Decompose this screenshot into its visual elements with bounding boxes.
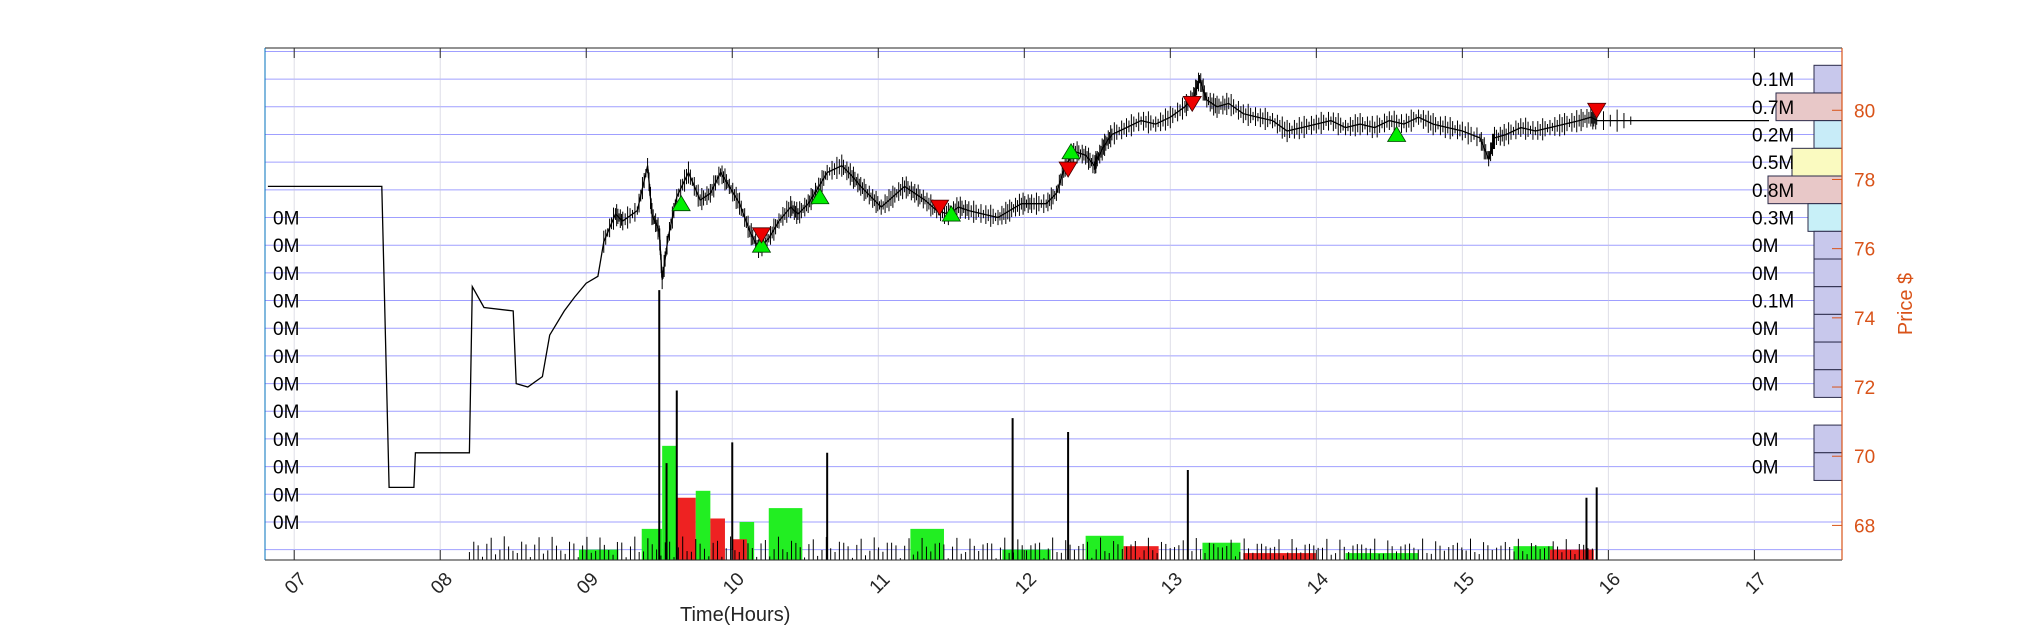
volume-profile-label: 0.5M [1752, 153, 1794, 174]
x-tick-label: 14 [1303, 569, 1333, 599]
volume-profile-label: 0.8M [1752, 181, 1794, 202]
x-tick-label: 10 [719, 569, 749, 599]
buy-marker [751, 236, 772, 253]
volume-block [1123, 546, 1159, 560]
volume-profile-label-left: 0M [273, 430, 299, 451]
volume-profile-label: 0M [1752, 236, 1778, 257]
volume-profile-bar [1767, 175, 1843, 205]
x-tick-label: 11 [866, 569, 895, 598]
volume-profile-bar [1807, 203, 1843, 232]
volume-profile-bar [1813, 120, 1843, 149]
volume-profile-label-left: 0M [273, 347, 299, 368]
y-tick-label: 70 [1854, 447, 1875, 468]
x-axis-title: Time(Hours) [680, 604, 790, 625]
volume-profile: 0.1M 0.7M 0.2M 0.5M 0.8M 0.3M 0M 0M 0.1M 0M 0M 0M 0M… [273, 64, 1843, 534]
x-tick-label: 08 [427, 569, 457, 599]
price-series [267, 72, 1769, 489]
volume-profile-label: 0M [1752, 264, 1778, 285]
volume-profile-label-left: 0M [273, 319, 299, 340]
volume-profile-label-left: 0M [273, 458, 299, 479]
x-tick-label: 15 [1449, 569, 1479, 599]
volume-profile-label: 0M [1752, 430, 1778, 451]
x-tick-label: 12 [1011, 569, 1041, 599]
volume-profile-bar [1775, 92, 1843, 122]
sell-marker [1058, 161, 1078, 178]
buy-marker [671, 194, 691, 212]
volume-block [1243, 553, 1317, 560]
volume-profile-label-left: 0M [273, 236, 299, 257]
volume-profile-label: 0.7M [1752, 98, 1794, 119]
y-tick-label: 72 [1854, 378, 1875, 399]
y-tick-label: 80 [1854, 101, 1875, 122]
volume-profile-label: 0.3M [1752, 209, 1794, 230]
volume-profile-bar [1813, 64, 1843, 94]
volume-block [676, 497, 696, 560]
volume-profile-label-left: 0M [273, 402, 299, 423]
volume-block [1513, 546, 1553, 560]
volume-profile-bar [1813, 369, 1843, 398]
x-tick-label: 17 [1741, 569, 1771, 599]
volume-profile-bar [1813, 424, 1843, 454]
x-tick-label: 07 [281, 569, 311, 599]
y-tick-label: 68 [1854, 516, 1875, 537]
volume-profile-bar [1813, 230, 1843, 260]
buy-marker [1386, 125, 1407, 142]
plot-area [265, 48, 1842, 560]
x-tick-label: 09 [573, 569, 603, 599]
volume-profile-label: 0.1M [1752, 70, 1794, 91]
y-tick-label: 78 [1854, 170, 1875, 191]
sell-marker [929, 199, 950, 216]
sell-marker [751, 227, 772, 244]
buy-marker [810, 187, 830, 205]
volume-profile-label-left: 0M [273, 485, 299, 506]
volume-profile-label-left: 0M [273, 292, 299, 313]
volume-profile-bar [1813, 452, 1843, 481]
volume-block [910, 528, 944, 560]
sell-marker [1586, 102, 1607, 120]
volume-profile-label-left: 0M [273, 513, 299, 534]
volume-profile-bar [1813, 286, 1843, 315]
volume-profile-bar [1791, 147, 1843, 177]
volume-block [578, 549, 619, 560]
volume-profile-label: 0.1M [1752, 292, 1794, 313]
volume-block [695, 490, 711, 560]
volume-block [1345, 553, 1419, 560]
volume-profile-label-left: 0M [273, 264, 299, 285]
trade-markers [671, 95, 1607, 253]
x-tick-label: 16 [1595, 569, 1625, 599]
volume-profile-bar [1813, 313, 1843, 343]
volume-profile-label: 0M [1752, 347, 1778, 368]
plot-background [265, 48, 1842, 560]
sell-marker [1182, 95, 1202, 113]
y-tick-label: 74 [1854, 309, 1876, 330]
y-axis-title-right: Price $ [1895, 273, 1917, 335]
volume-profile-label: 0M [1752, 458, 1778, 479]
volume-block [710, 518, 725, 560]
y-tick-label: 76 [1854, 240, 1875, 261]
volume-profile-label-left: 0M [273, 375, 299, 396]
volume-block [1549, 549, 1594, 560]
x-tick-label: 13 [1157, 569, 1187, 599]
volume-block [1202, 542, 1241, 560]
volume-profile-label: 0.2M [1752, 125, 1794, 146]
volume-profile-bar [1813, 341, 1843, 371]
buy-marker [941, 205, 961, 222]
buy-marker [1061, 143, 1081, 160]
volume-profile-label: 0M [1752, 319, 1778, 340]
volume-bars [468, 290, 1598, 560]
volume-profile-label-left: 0M [273, 209, 299, 230]
volume-profile-label: 0M [1752, 375, 1778, 396]
volume-profile-bar [1813, 258, 1843, 288]
